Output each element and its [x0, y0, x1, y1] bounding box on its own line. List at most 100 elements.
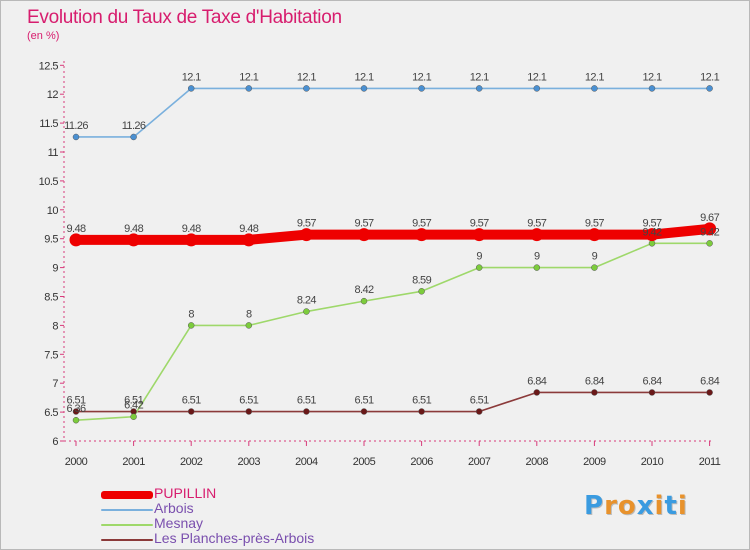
y-tick-label: 10.5 [39, 176, 59, 188]
data-point-2 [706, 240, 713, 247]
data-point-2 [648, 240, 656, 247]
y-tick-label: 6.5 [44, 407, 58, 419]
data-point-2 [245, 322, 253, 329]
data-point-1 [360, 85, 368, 92]
data-point-2 [591, 264, 598, 271]
data-point-0 [184, 233, 198, 247]
data-label-2: 9 [476, 251, 482, 263]
data-label-0: 9.57 [412, 218, 431, 230]
data-label-0: 9.57 [354, 218, 373, 230]
data-point-1 [591, 85, 598, 92]
data-point-2 [187, 322, 195, 329]
data-point-1 [418, 85, 425, 92]
data-point-2 [533, 264, 541, 271]
data-label-0: 9.57 [527, 218, 546, 230]
y-tick-label: 11.5 [39, 118, 58, 130]
data-label-3: 6.84 [642, 375, 661, 387]
y-tick-label: 10 [47, 205, 59, 217]
x-tick-label: 2006 [410, 456, 433, 468]
x-tick-label: 2000 [65, 456, 88, 468]
data-label-0: 9.48 [182, 223, 201, 235]
data-point-1 [475, 85, 483, 92]
data-point-1 [187, 85, 195, 92]
data-label-1: 12.1 [354, 71, 373, 83]
data-label-2: 6.42 [124, 400, 143, 412]
data-label-0: 9.57 [642, 218, 661, 230]
data-label-3: 6.51 [297, 395, 316, 407]
data-label-3: 6.84 [585, 375, 604, 387]
data-label-2: 9 [534, 251, 540, 263]
data-point-2 [475, 264, 483, 271]
data-point-0 [242, 233, 256, 247]
data-point-2 [418, 288, 425, 295]
data-label-2: 8.59 [412, 274, 431, 286]
data-label-1: 12.1 [412, 71, 431, 83]
data-point-3 [303, 408, 310, 415]
data-label-1: 12.1 [182, 71, 201, 83]
data-point-1 [72, 133, 80, 141]
data-label-2: 9.42 [700, 226, 719, 238]
x-tick-label: 2001 [122, 456, 145, 468]
data-label-1: 11.26 [64, 120, 88, 132]
series-points [69, 85, 717, 424]
x-tick-label: 2010 [641, 456, 664, 468]
data-label-3: 6.51 [412, 395, 431, 407]
x-tick-label: 2002 [180, 456, 203, 468]
y-tick-label: 9.5 [44, 234, 58, 246]
data-label-2: 9 [592, 251, 598, 263]
x-tick-label: 2009 [583, 456, 606, 468]
data-point-0 [299, 228, 313, 242]
data-point-0 [530, 228, 544, 242]
series-labels: 6.51 6.51 6.51 6.51 6.51 6.51 6.51 6.51 6.84 6.84… [64, 71, 720, 415]
proxiti-logo: Proxiti [584, 491, 688, 521]
x-tick-label: 2003 [238, 456, 261, 468]
series-line-0 [71, 223, 715, 245]
data-label-1: 12.1 [585, 71, 604, 83]
y-tick-label: 12 [47, 89, 59, 101]
data-point-1 [303, 85, 310, 92]
y-tick-label: 11 [48, 147, 59, 159]
data-point-2 [360, 297, 368, 305]
chart-subtitle: (en %) [27, 30, 60, 42]
data-label-3: 6.84 [700, 375, 719, 387]
data-label-2: 8.24 [297, 295, 316, 307]
x-tick-label: 2011 [699, 456, 721, 468]
y-tick-label: 8 [52, 320, 58, 332]
data-point-0 [645, 228, 659, 242]
data-point-3 [648, 389, 656, 396]
data-label-0: 9.67 [700, 212, 719, 224]
legend-swatch [101, 524, 153, 526]
data-label-0: 9.57 [470, 218, 489, 230]
y-tick-label: 7.5 [44, 349, 58, 361]
data-label-1: 12.1 [700, 71, 719, 83]
data-point-3 [245, 408, 253, 415]
data-point-3 [591, 389, 598, 396]
data-label-1: 12.1 [642, 71, 661, 83]
data-label-3: 6.51 [124, 395, 143, 407]
legend-swatch [101, 491, 153, 499]
data-label-0: 9.48 [124, 223, 143, 235]
data-point-2 [72, 416, 80, 424]
data-label-0: 9.48 [66, 223, 85, 235]
data-point-0 [127, 233, 141, 247]
data-point-3 [706, 389, 713, 396]
y-tick-label: 9 [52, 263, 58, 275]
data-point-3 [533, 389, 541, 396]
data-point-0 [69, 233, 83, 247]
y-tick-label: 7 [52, 378, 58, 390]
series-line-3 [75, 391, 711, 413]
data-label-0: 9.57 [297, 218, 316, 230]
x-tick-label: 2007 [468, 456, 491, 468]
data-point-0 [472, 228, 486, 242]
data-point-3 [187, 408, 195, 415]
data-label-2: 8 [188, 308, 194, 320]
data-point-1 [648, 85, 656, 92]
data-label-0: 9.57 [585, 218, 604, 230]
data-point-0 [357, 228, 371, 242]
data-label-3: 6.51 [66, 395, 85, 407]
data-point-2 [303, 308, 310, 315]
series-line-1 [75, 87, 711, 138]
y-tick-label: 6 [52, 436, 58, 448]
data-label-3: 6.84 [527, 375, 546, 387]
